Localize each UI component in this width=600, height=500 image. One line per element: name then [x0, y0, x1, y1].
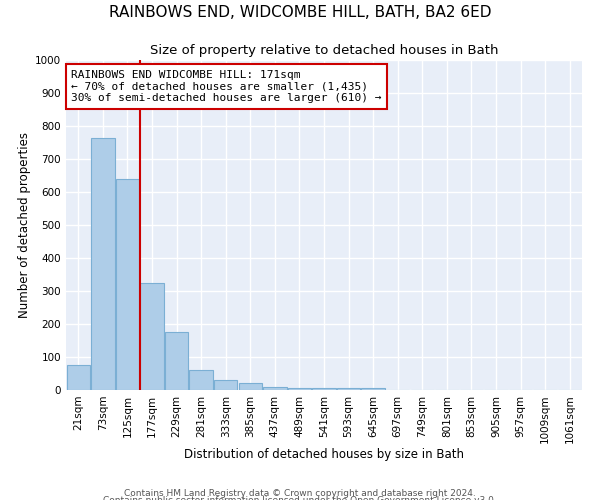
Text: Contains public sector information licensed under the Open Government Licence v3: Contains public sector information licen… [103, 496, 497, 500]
Bar [116, 179, 139, 390]
Bar [239, 384, 262, 390]
Title: Size of property relative to detached houses in Bath: Size of property relative to detached ho… [150, 44, 498, 58]
Bar [337, 388, 360, 390]
Y-axis label: Number of detached properties: Number of detached properties [18, 132, 31, 318]
Bar [91, 138, 115, 390]
Bar [313, 388, 335, 390]
Bar [190, 370, 213, 390]
Bar [67, 365, 90, 390]
Text: Contains HM Land Registry data © Crown copyright and database right 2024.: Contains HM Land Registry data © Crown c… [124, 488, 476, 498]
Bar [361, 388, 385, 390]
Text: RAINBOWS END WIDCOMBE HILL: 171sqm
← 70% of detached houses are smaller (1,435)
: RAINBOWS END WIDCOMBE HILL: 171sqm ← 70%… [71, 70, 382, 103]
Bar [263, 386, 287, 390]
X-axis label: Distribution of detached houses by size in Bath: Distribution of detached houses by size … [184, 448, 464, 460]
Bar [288, 388, 311, 390]
Bar [214, 380, 238, 390]
Bar [140, 283, 164, 390]
Text: RAINBOWS END, WIDCOMBE HILL, BATH, BA2 6ED: RAINBOWS END, WIDCOMBE HILL, BATH, BA2 6… [109, 5, 491, 20]
Bar [165, 332, 188, 390]
